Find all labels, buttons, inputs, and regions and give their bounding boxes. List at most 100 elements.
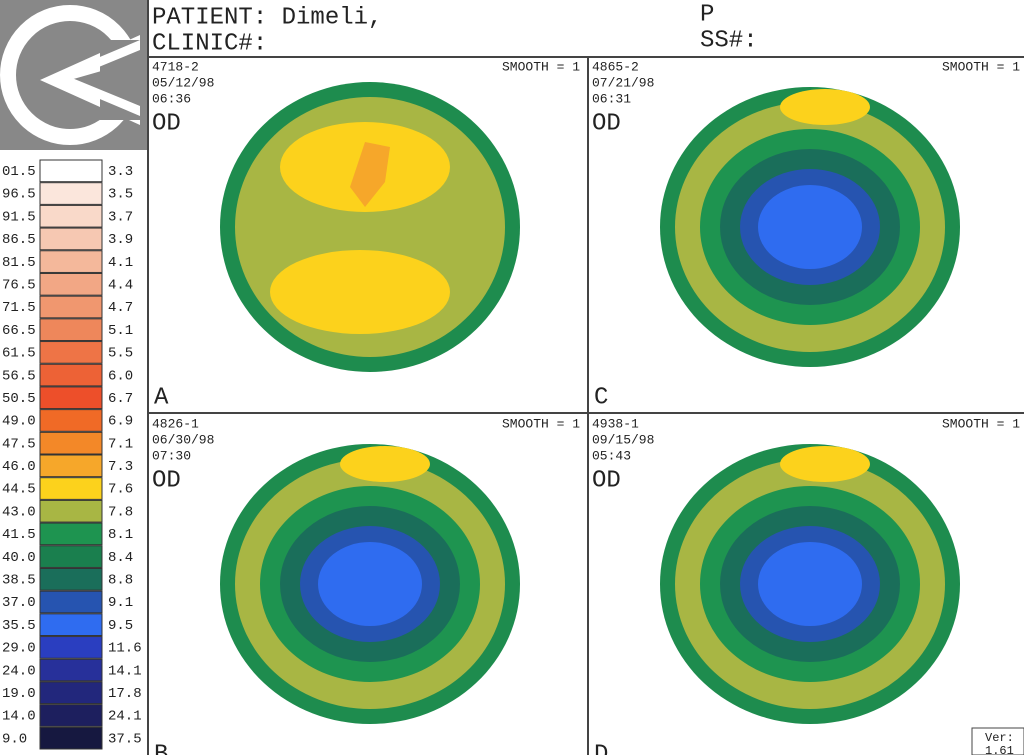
legend-left: 71.5 xyxy=(2,300,36,316)
legend-swatch xyxy=(39,386,103,410)
legend-left: 41.5 xyxy=(2,527,36,543)
panel-smooth: SMOOTH = 1 xyxy=(502,59,580,74)
map-zone xyxy=(318,542,422,626)
legend-left: 44.5 xyxy=(2,482,36,498)
legend-swatch xyxy=(39,522,103,546)
legend-right: 4.4 xyxy=(108,278,133,294)
panel-eye: OD xyxy=(592,110,621,137)
legend-right: 7.1 xyxy=(108,436,133,452)
logo xyxy=(0,0,148,150)
panel-letter: C xyxy=(594,384,608,411)
legend-left: 96.5 xyxy=(2,187,36,203)
legend-swatch xyxy=(39,431,103,455)
version-label: Ver: xyxy=(985,731,1014,745)
map-zone xyxy=(780,89,870,125)
patient-label: PATIENT: Dimeli, xyxy=(152,4,382,31)
legend-swatch xyxy=(39,681,103,705)
legend-left: 43.0 xyxy=(2,504,36,520)
legend-left: 56.5 xyxy=(2,368,36,384)
legend-right: 6.9 xyxy=(108,414,133,430)
map-zone xyxy=(758,185,862,269)
panel-id: 4826-1 xyxy=(152,416,199,431)
legend-left: 86.5 xyxy=(2,232,36,248)
legend-swatch xyxy=(39,567,103,591)
panel-eye: OD xyxy=(152,110,181,137)
clinic-label: CLINIC#: xyxy=(152,30,267,57)
legend-right: 14.1 xyxy=(108,663,142,679)
legend-right: 7.3 xyxy=(108,459,133,475)
legend-swatch xyxy=(39,250,103,273)
version-number: 1.61 xyxy=(985,744,1014,755)
panel-letter: A xyxy=(154,384,169,411)
legend-right: 4.1 xyxy=(108,255,133,271)
legend-right: 5.5 xyxy=(108,346,133,362)
panel-smooth: SMOOTH = 1 xyxy=(942,59,1020,74)
legend-right: 3.3 xyxy=(108,164,133,180)
legend-swatch xyxy=(39,545,103,568)
legend-right: 17.8 xyxy=(108,686,142,702)
legend-swatch xyxy=(39,726,103,750)
legend-right: 4.7 xyxy=(108,300,133,316)
topography-map xyxy=(220,82,520,372)
legend-swatch xyxy=(39,658,103,682)
legend-left: 35.5 xyxy=(2,618,36,634)
panel-time: 06:36 xyxy=(152,91,191,106)
legend-swatch xyxy=(39,341,103,364)
legend-swatch xyxy=(39,204,103,228)
legend-right: 24.1 xyxy=(108,709,142,725)
legend-swatch xyxy=(39,454,103,478)
panel-date: 06/30/98 xyxy=(152,432,214,447)
legend-right: 7.6 xyxy=(108,482,133,498)
legend-left: 50.5 xyxy=(2,391,36,407)
map-zone xyxy=(350,142,390,207)
legend-left: 47.5 xyxy=(2,436,36,452)
legend-left: 46.0 xyxy=(2,459,36,475)
legend-swatch xyxy=(39,272,103,296)
panel-date: 05/12/98 xyxy=(152,75,214,90)
legend-right: 7.8 xyxy=(108,504,133,520)
legend-swatch xyxy=(39,227,103,251)
legend-left: 01.5 xyxy=(2,164,36,180)
legend-swatch xyxy=(39,409,103,432)
legend-swatch xyxy=(39,318,103,342)
legend-swatch xyxy=(39,182,103,205)
legend-right: 9.1 xyxy=(108,595,133,611)
panel-id: 4865-2 xyxy=(592,59,639,74)
panel-id: 4938-1 xyxy=(592,416,639,431)
legend-left: 61.5 xyxy=(2,346,36,362)
legend-left: 24.0 xyxy=(2,663,36,679)
legend-right: 11.6 xyxy=(108,641,142,657)
legend-right: 8.8 xyxy=(108,573,133,589)
legend-left: 29.0 xyxy=(2,641,36,657)
legend-left: 49.0 xyxy=(2,414,36,430)
map-zone xyxy=(340,446,430,482)
legend-right: 3.9 xyxy=(108,232,133,248)
panel-time: 05:43 xyxy=(592,448,631,463)
legend-right: 3.5 xyxy=(108,187,133,203)
legend-left: 19.0 xyxy=(2,686,36,702)
legend-swatch xyxy=(39,704,103,727)
panel-id: 4718-2 xyxy=(152,59,199,74)
legend-swatch xyxy=(39,477,103,500)
legend-right: 37.5 xyxy=(108,731,142,747)
p-label: P xyxy=(700,1,714,28)
legend-left: 9.0 xyxy=(2,731,27,747)
legend-swatch xyxy=(39,363,103,387)
legend-swatch xyxy=(39,159,103,183)
legend-left: 40.0 xyxy=(2,550,36,566)
legend-right: 6.7 xyxy=(108,391,133,407)
ss-label: SS#: xyxy=(700,27,758,54)
panel-smooth: SMOOTH = 1 xyxy=(502,416,580,431)
panel-eye: OD xyxy=(592,467,621,494)
legend-left: 91.5 xyxy=(2,209,36,225)
legend-right: 6.0 xyxy=(108,368,133,384)
legend-right: 5.1 xyxy=(108,323,133,339)
legend-left: 76.5 xyxy=(2,278,36,294)
panel-time: 06:31 xyxy=(592,91,631,106)
map-zone xyxy=(270,250,450,334)
panel-date: 09/15/98 xyxy=(592,432,654,447)
legend-swatch xyxy=(39,613,103,637)
map-zone xyxy=(758,542,862,626)
legend-right: 8.4 xyxy=(108,550,133,566)
